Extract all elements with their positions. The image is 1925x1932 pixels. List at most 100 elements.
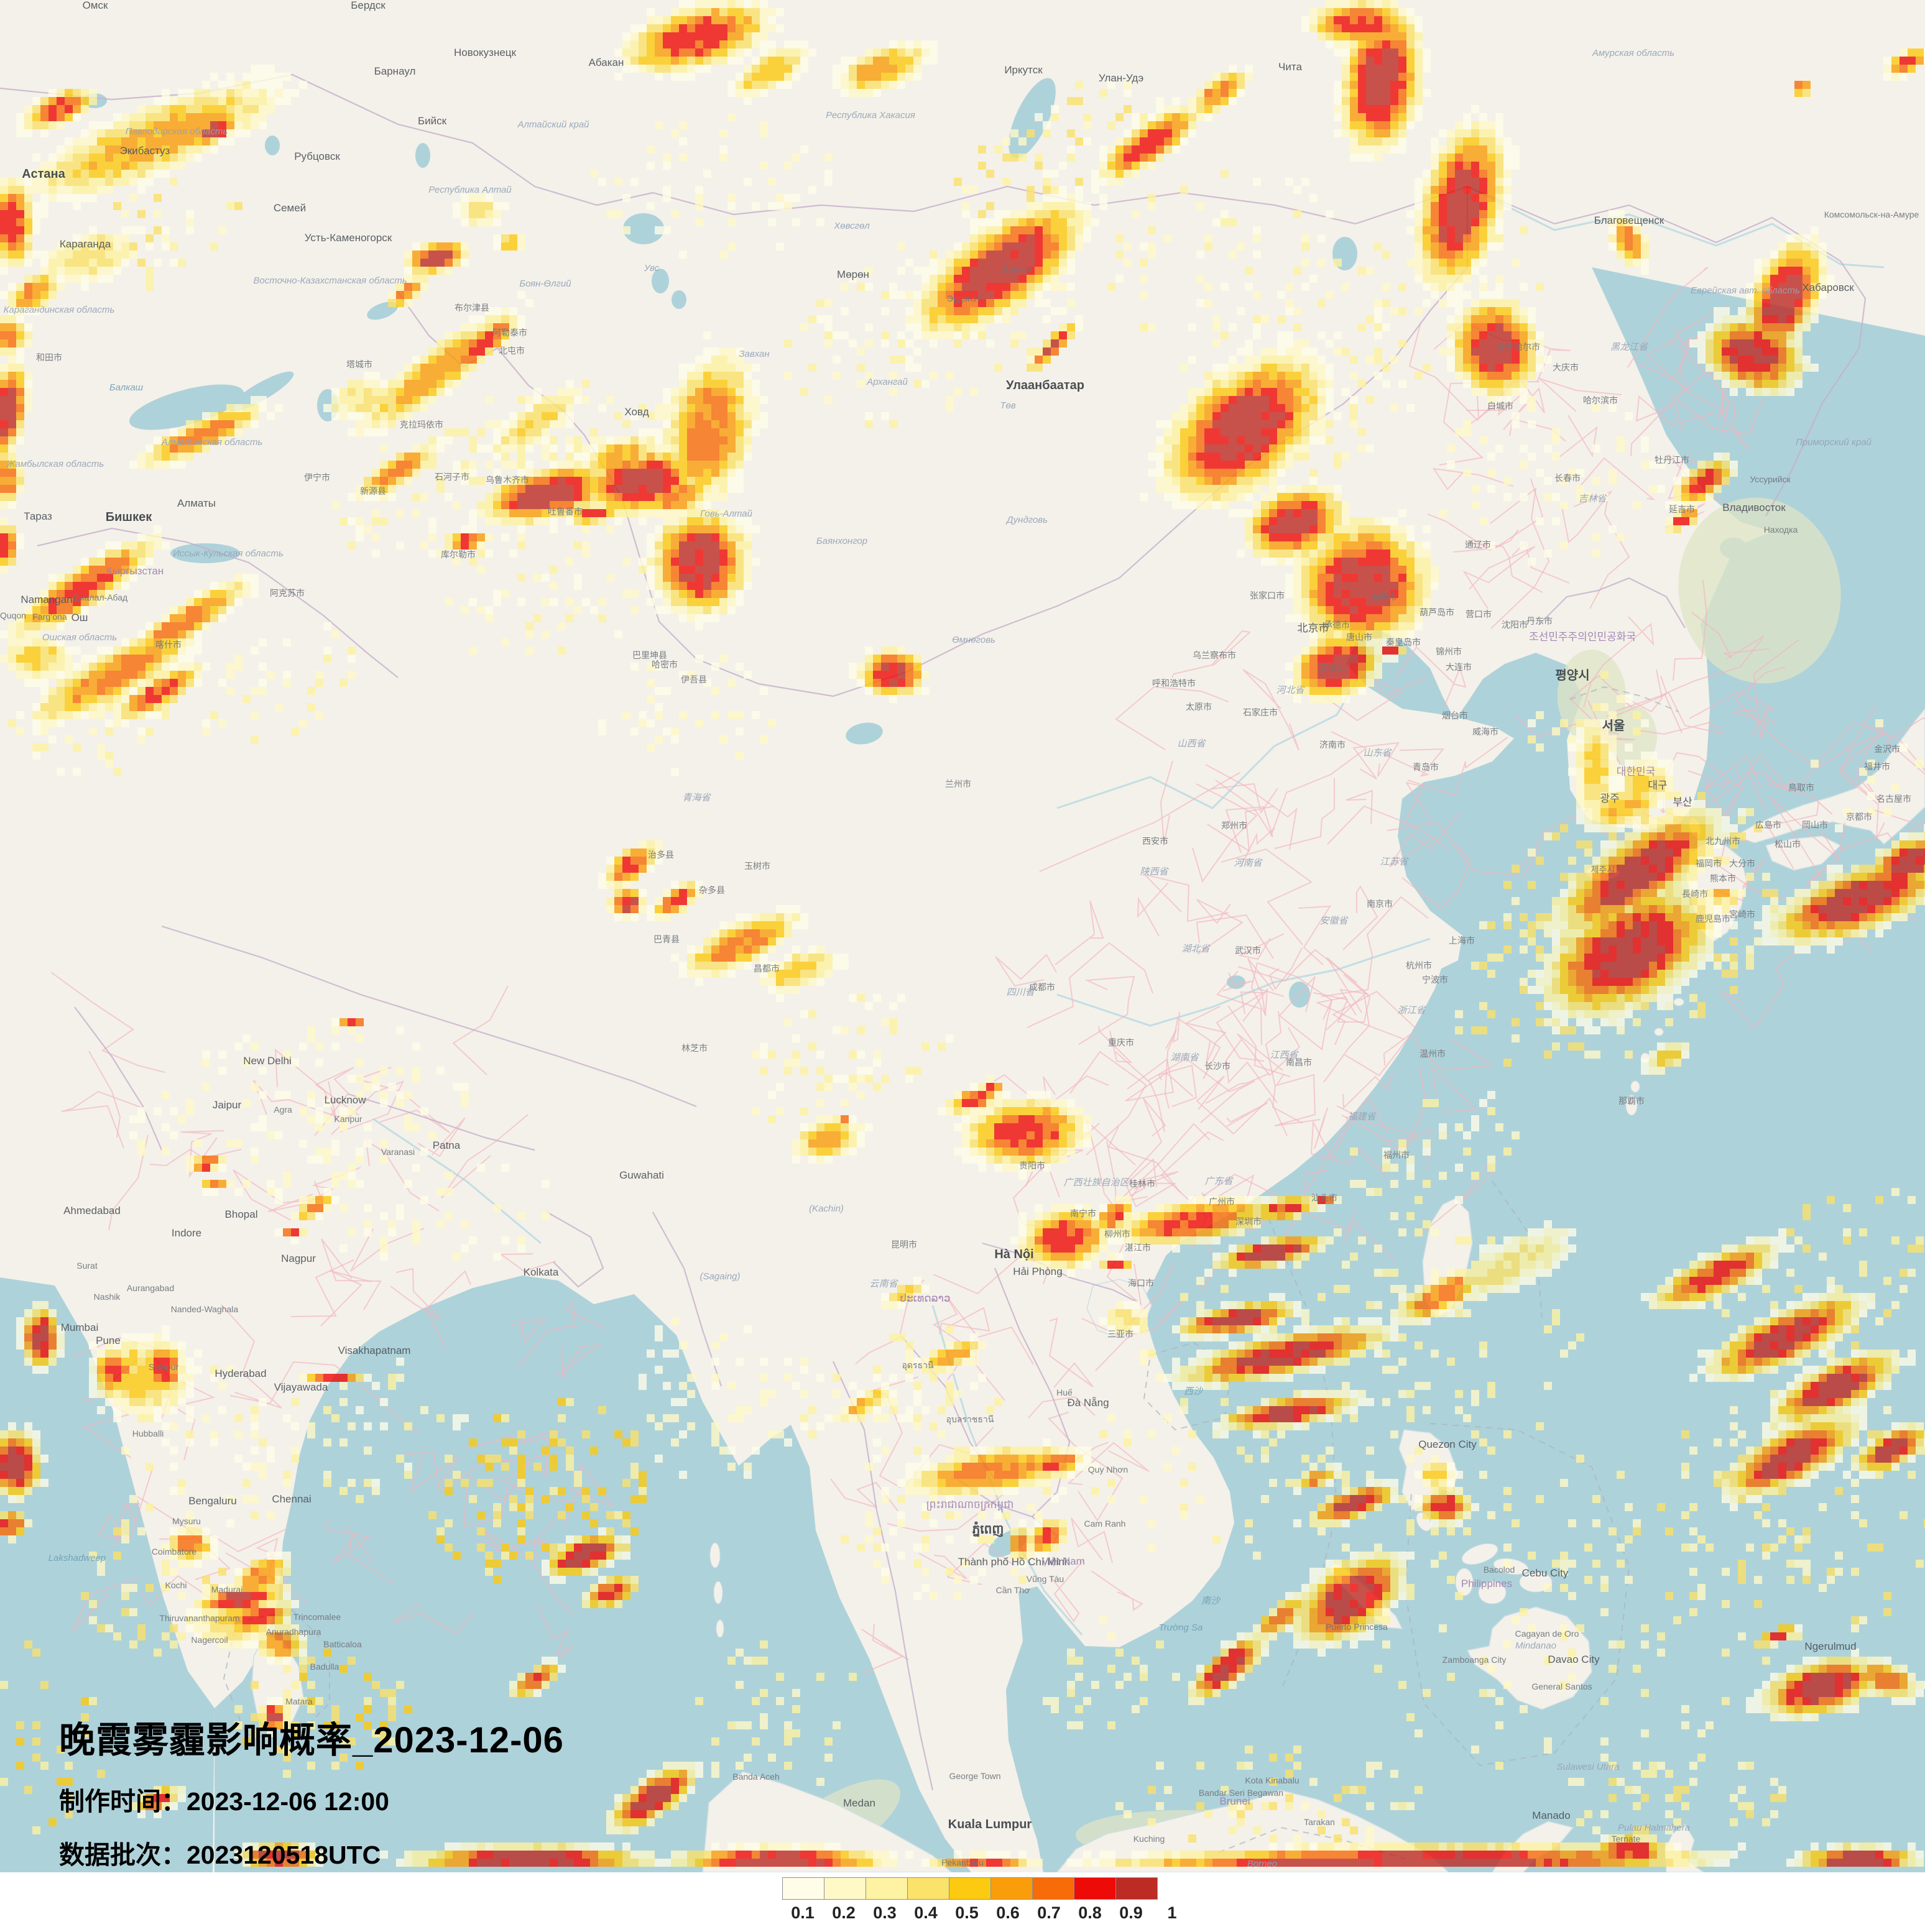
road <box>1645 304 1729 356</box>
map-label: 湖北省 <box>1181 944 1211 954</box>
map-label: Завхан <box>739 349 769 359</box>
road <box>1791 822 1845 903</box>
road <box>350 1228 425 1272</box>
map-label: 北京市 <box>1298 622 1329 634</box>
map-label: 대한민국 <box>1617 766 1656 778</box>
lake <box>170 543 240 563</box>
road <box>1490 487 1550 629</box>
map-label: ព្រះរាជាណាចក្រកម្ពុជា <box>926 1499 1014 1513</box>
map-label: 张家口市 <box>1250 591 1285 600</box>
map-label: Bacolod <box>1484 1565 1515 1575</box>
map-label: Indore <box>172 1227 201 1239</box>
road <box>1839 730 1887 799</box>
map-label: Ховд <box>624 406 649 418</box>
river <box>931 1305 1083 1635</box>
road <box>1268 947 1303 990</box>
road <box>320 1270 372 1327</box>
road <box>1314 1107 1328 1149</box>
map-label: 金沢市 <box>1874 744 1900 754</box>
map-label: 广西壮族自治区 <box>1063 1177 1130 1188</box>
map-label: Sulawesi Utara <box>1557 1762 1620 1772</box>
admin-border <box>982 1242 1138 1303</box>
road <box>1855 726 1885 804</box>
map-label: 和田市 <box>36 352 62 362</box>
road <box>1247 958 1285 997</box>
map-label: 山东省 <box>1363 748 1392 758</box>
map-label: 哈密市 <box>652 660 678 669</box>
map-label: 조선민주주의인민공화국 <box>1529 631 1636 643</box>
map-label: 齐齐哈尔市 <box>1497 342 1540 352</box>
map-label: Pune <box>96 1335 121 1346</box>
road <box>1242 669 1299 751</box>
road <box>1071 1517 1113 1563</box>
map-label: Дархан <box>1002 264 1032 274</box>
road <box>511 1317 547 1344</box>
road <box>290 1259 354 1317</box>
lake <box>265 136 280 155</box>
map-label: Banda Aceh <box>732 1772 780 1782</box>
map-label: Bhopal <box>225 1208 258 1220</box>
map-label: 赤峰市 <box>1371 592 1397 602</box>
legend-swatch <box>782 1877 824 1900</box>
map-label: Aurangabad <box>127 1283 174 1293</box>
map-label: 喀什市 <box>155 640 182 650</box>
admin-border <box>74 1006 163 1151</box>
road <box>1237 933 1285 960</box>
road <box>918 1553 967 1580</box>
river <box>1467 185 1885 269</box>
road <box>1558 415 1598 458</box>
map-label: Hyderabad <box>215 1368 266 1379</box>
road <box>553 1343 602 1380</box>
map-label: Барнаул <box>374 65 416 77</box>
admin-border <box>348 1093 535 1151</box>
map-label: Бердск <box>351 0 385 11</box>
map-label: Ngerulmud <box>1804 1640 1856 1652</box>
map-label: 山西省 <box>1177 738 1206 749</box>
map-label: Еврейская авт. область <box>1691 285 1800 296</box>
map-label: Mysuru <box>172 1516 201 1526</box>
map-label: Рубцовск <box>294 150 340 162</box>
map-label: Nagpur <box>281 1253 316 1264</box>
road <box>1205 1073 1270 1104</box>
road <box>1427 513 1519 551</box>
admin-border <box>1539 577 1686 628</box>
road <box>1278 976 1332 1051</box>
map-label: 丹东市 <box>1526 616 1553 626</box>
road <box>1872 809 1925 831</box>
road <box>1216 991 1266 1062</box>
map-label: Trincomalee <box>293 1612 341 1622</box>
map-label: Благовещенск <box>1594 214 1664 226</box>
map-label: 巴里坤县 <box>632 650 667 660</box>
map-label: 郑州市 <box>1221 821 1247 830</box>
map-label: New Delhi <box>243 1055 291 1067</box>
map-label: Brunei <box>1219 1795 1250 1807</box>
heat-cells-level-3 <box>0 0 1925 1867</box>
road <box>1067 1442 1150 1485</box>
map-label: Bengaluru <box>188 1495 237 1507</box>
map-label: Ternate <box>1612 1834 1641 1844</box>
map-label: Алматы <box>177 497 216 509</box>
road <box>1192 783 1258 883</box>
map-label: 江西省 <box>1270 1050 1299 1060</box>
map-label: 太原市 <box>1186 702 1212 712</box>
map-label: 布尔津县 <box>455 303 489 313</box>
map-label: Семей <box>274 202 306 214</box>
map-label: Patna <box>433 1139 461 1151</box>
road <box>1325 674 1429 722</box>
island <box>713 1581 723 1604</box>
map-label: 西沙 <box>1184 1386 1203 1397</box>
map-label: (Sagaing) <box>699 1271 740 1282</box>
map-label: Kochi <box>165 1580 187 1590</box>
map-label: 제주시 <box>1591 865 1615 875</box>
legend-swatch <box>1032 1877 1074 1900</box>
map-label: Баянхонгор <box>816 536 867 546</box>
map-label: Ahmedabad <box>63 1205 121 1217</box>
road <box>1396 646 1467 709</box>
road <box>1171 630 1252 678</box>
map-label: 葫芦岛市 <box>1420 607 1454 617</box>
map-label: Алматинская область <box>161 437 263 448</box>
map-label: Cagayan de Oro <box>1515 1629 1579 1639</box>
road <box>1274 778 1335 849</box>
road <box>1344 1208 1396 1261</box>
